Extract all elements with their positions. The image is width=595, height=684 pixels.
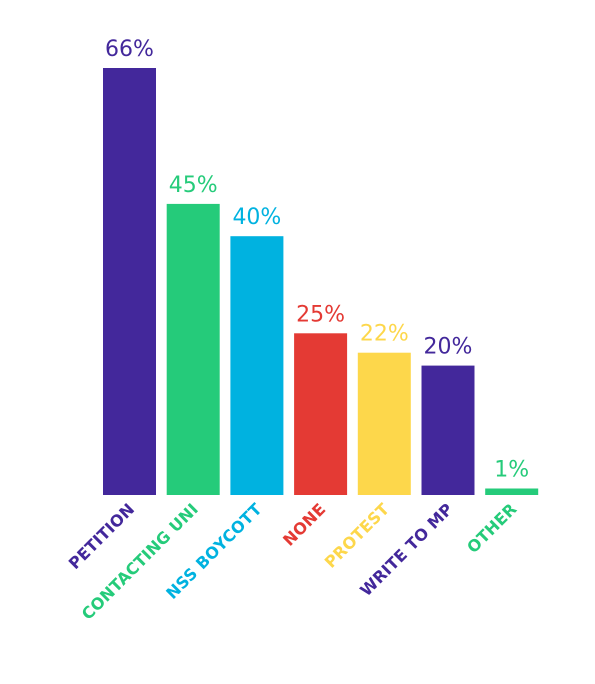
value-label-none: 25% [296,302,345,327]
bar-none [294,333,348,495]
value-label-other: 1% [494,458,529,483]
category-label-contacting-uni: CONTACTING UNI [78,499,202,623]
bar-other [485,488,539,495]
category-label-other: OTHER [463,499,520,556]
category-label-none: NONE [279,499,329,549]
value-label-petition: 66% [105,37,154,62]
bar-petition [103,68,156,495]
value-label-write-to-mp: 20% [424,335,473,360]
value-label-nss-boycott: 40% [232,205,281,230]
value-label-protest: 22% [360,322,409,347]
bar-write-to-mp [421,365,475,495]
bar-nss-boycott [230,236,284,495]
bar-contacting-uni [166,203,220,495]
bar-protest [357,352,411,495]
value-label-contacting-uni: 45% [169,173,218,198]
